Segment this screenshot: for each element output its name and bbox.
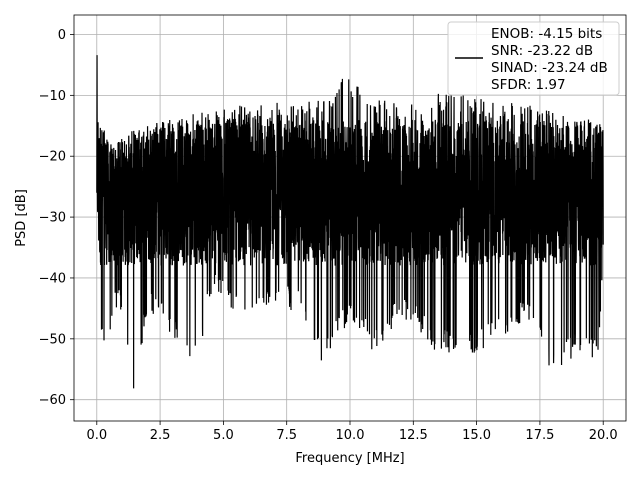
legend-entry-sfdr: SFDR: 1.97: [491, 77, 566, 93]
y-tick-label: −30: [39, 211, 66, 226]
x-tick-label: 12.5: [399, 428, 428, 443]
y-tick-label: 0: [58, 28, 66, 43]
x-axis-label: Frequency [MHz]: [295, 451, 404, 466]
y-ticks: 0 −10 −20 −30 −40 −50 −60: [39, 28, 74, 408]
legend-entry-snr: SNR: -23.22 dB: [491, 43, 593, 59]
psd-trace: [96, 55, 604, 389]
y-tick-label: −40: [39, 271, 66, 286]
legend-box: [447, 21, 620, 96]
legend-entry-enob: ENOB: -4.15 bits: [491, 26, 602, 42]
series-layer: [96, 55, 604, 389]
x-tick-label: 0.0: [86, 428, 107, 443]
x-tick-label: 10.0: [336, 428, 365, 443]
legend: ENOB: -4.15 bits SNR: -23.22 dB SINAD: -…: [447, 21, 620, 96]
x-tick-label: 15.0: [462, 428, 491, 443]
y-tick-label: −10: [39, 89, 66, 104]
x-ticks: 0.0 2.5 5.0 7.5 10.0 12.5 15.0 17.5 20.0: [86, 421, 618, 443]
x-tick-label: 20.0: [589, 428, 618, 443]
x-tick-label: 5.0: [213, 428, 234, 443]
y-tick-label: −60: [39, 393, 66, 408]
x-tick-label: 2.5: [150, 428, 171, 443]
y-tick-label: −50: [39, 332, 66, 347]
legend-entry-sinad: SINAD: -23.24 dB: [491, 60, 608, 76]
x-tick-label: 7.5: [276, 428, 297, 443]
y-tick-label: −20: [39, 150, 66, 165]
x-tick-label: 17.5: [525, 428, 554, 443]
y-axis-label: PSD [dB]: [14, 189, 29, 247]
